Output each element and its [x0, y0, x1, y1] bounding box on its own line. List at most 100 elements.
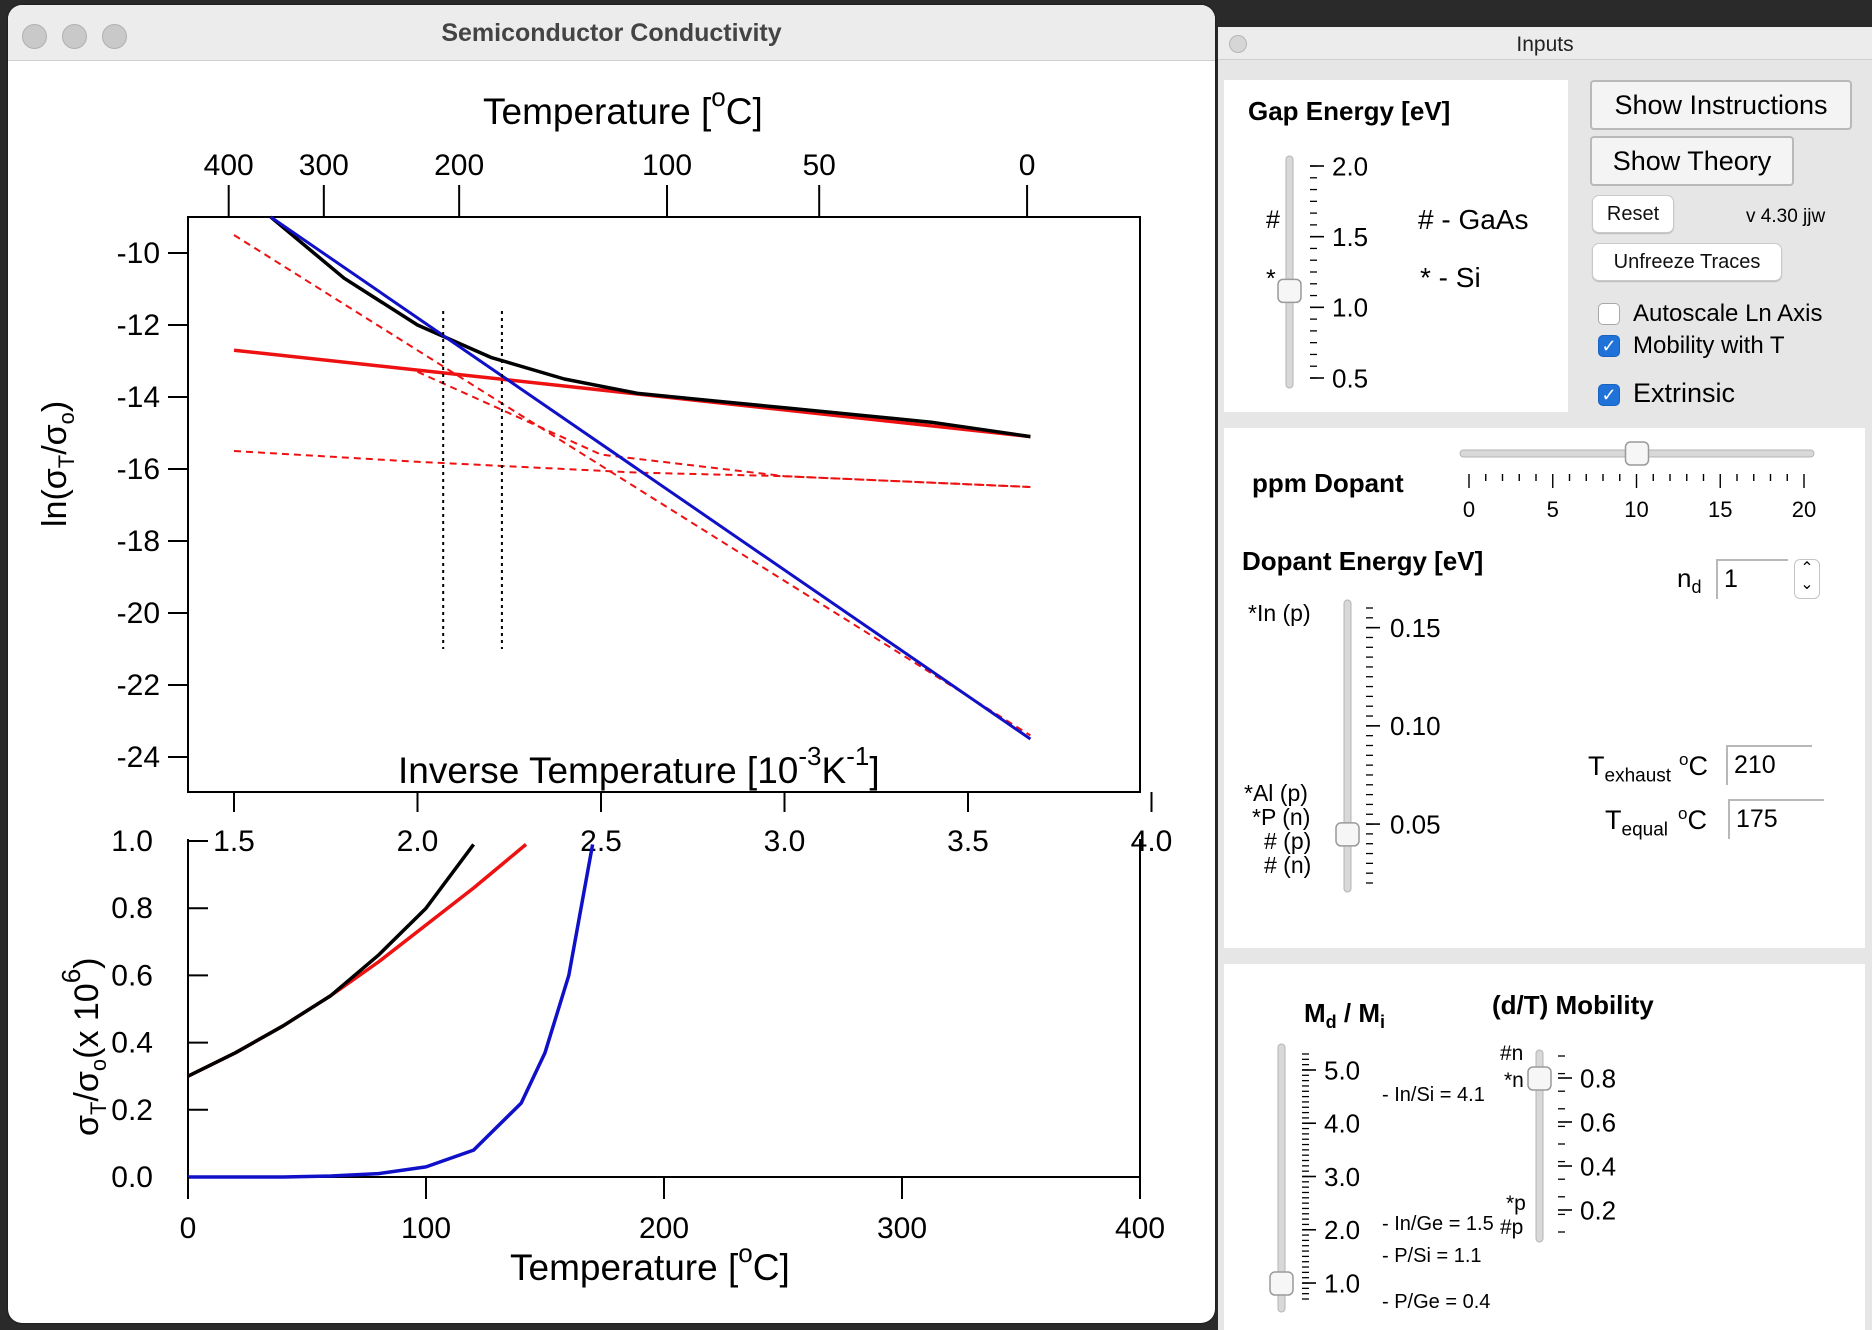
gap-energy-panel: Gap Energy [eV] 2.0 1.5 1.0 0.5 # * # - GaA… [1224, 80, 1568, 412]
dopant-label-hash-n: # (n) [1264, 852, 1312, 878]
top-tick-label: 0 [1019, 149, 1036, 182]
scale-label: 3.0 [1324, 1162, 1360, 1192]
bottom-axis-ticks: 0 100 200 300 400 [180, 1177, 1165, 1245]
inverse-temperature-tick-label: 2.5 [580, 825, 622, 858]
md-mi-title: Md / Mi [1304, 998, 1386, 1033]
lower-y-ticks: 1.0 0.8 0.6 0.4 0.2 0.0 [111, 825, 208, 1194]
mobility-controls-svg: 5.0 4.0 3.0 2.0 1.0 0.8 0.6 0.4 0.2 [1269, 1043, 1616, 1313]
mobility-marker-star-n: *n [1504, 1069, 1524, 1092]
scale-label: 0.8 [1580, 1063, 1616, 1093]
inverse-temperature-tick-label: 2.0 [397, 825, 439, 858]
md-slider-thumb[interactable] [1269, 1271, 1294, 1296]
dopant-label-in: *In (p) [1248, 600, 1311, 626]
md-note-p-ge: - P/Ge = 0.4 [1382, 1291, 1491, 1313]
mobility-checkbox[interactable]: ✓ [1598, 335, 1620, 357]
close-window-button[interactable] [22, 24, 47, 49]
bottom-tick-label: 300 [877, 1212, 927, 1245]
md-slider-track[interactable] [1277, 1043, 1286, 1313]
nd-stepper-up-icon[interactable]: ⌃ [1800, 560, 1814, 577]
dopant-controls-svg: 0 5 10 15 20 0.15 0.10 0.05 [1335, 441, 1816, 893]
top-axis-ticks: 400 300 200 100 50 0 [204, 149, 1036, 217]
nd-label: nd [1677, 563, 1702, 598]
si-marker: * [1266, 265, 1276, 293]
extrinsic-checkbox[interactable]: ✓ [1598, 384, 1620, 406]
t-exhaust-input[interactable]: 210 [1726, 745, 1812, 785]
gap-slider-track[interactable] [1285, 155, 1294, 389]
zoom-window-button[interactable] [102, 24, 127, 49]
inverse-temperature-tick-label: 1.5 [213, 825, 255, 858]
minimize-window-button[interactable] [62, 24, 87, 49]
scale-label: 2.0 [1332, 151, 1368, 181]
nd-stepper[interactable]: ⌃ ⌄ [1794, 559, 1820, 599]
scale-label: 5.0 [1324, 1055, 1360, 1085]
dt-mobility-title: (d/T) Mobility [1492, 990, 1654, 1020]
ppm-slider-thumb[interactable] [1624, 441, 1650, 466]
upper-y-tick-label: -12 [117, 309, 160, 342]
md-note-p-si: - P/Si = 1.1 [1382, 1245, 1482, 1267]
top-tick-label: 200 [434, 149, 484, 182]
conductivity-plot: Temperature [oC] 400 300 200 100 50 0 -10-12-… [36, 82, 1172, 1288]
lower-y-tick-label: 0.4 [111, 1027, 153, 1060]
upper-y-axis-label: ln(σT/σo) [36, 401, 79, 527]
main-titlebar: Semiconductor Conductivity [8, 5, 1215, 61]
t-exhaust-label: TexhaustoC [1588, 750, 1709, 787]
mobility-label: Mobility with T [1633, 332, 1785, 359]
gap-energy-title: Gap Energy [eV] [1248, 96, 1451, 126]
dopant-energy-slider-thumb[interactable] [1335, 822, 1360, 847]
dt-mobility-slider-track[interactable] [1535, 1049, 1544, 1243]
scale-label: 0.15 [1390, 613, 1441, 643]
gap-slider-scale: 2.0 1.5 1.0 0.5 [1310, 151, 1368, 393]
total-conductivity-curve [269, 215, 1031, 439]
dopant-label-p: *P (n) [1252, 804, 1311, 830]
show-instructions-button[interactable]: Show Instructions [1590, 80, 1852, 130]
scale-label: 2.0 [1324, 1215, 1360, 1245]
dopant-energy-scale: 0.15 0.10 0.05 [1366, 607, 1441, 884]
gap-energy-slider[interactable]: 2.0 1.5 1.0 0.5 [1224, 80, 1568, 412]
lower-y-tick-label: 0.2 [111, 1094, 153, 1127]
extrinsic-dashed-flat [233, 450, 1031, 488]
nd-stepper-down-icon[interactable]: ⌄ [1800, 576, 1814, 593]
lower-total-curve [187, 843, 476, 1078]
lower-y-tick-label: 0.6 [111, 959, 153, 992]
lower-y-tick-label: 0.0 [111, 1161, 153, 1194]
lower-y-tick-label: 0.8 [111, 892, 153, 925]
ppm-tick-label: 0 [1463, 497, 1475, 522]
dopant-label-al: *Al (p) [1244, 780, 1308, 806]
bottom-tick-label: 200 [639, 1212, 689, 1245]
upper-y-tick-label: -24 [117, 741, 160, 774]
dopant-energy-slider-track[interactable] [1343, 599, 1352, 893]
inputs-close-button[interactable] [1229, 35, 1247, 53]
md-slider-scale: 5.0 4.0 3.0 2.0 1.0 [1302, 1053, 1360, 1300]
scale-label: 1.0 [1324, 1268, 1360, 1298]
inputs-window: Inputs Gap Energy [eV] 2.0 1.5 1.0 0.5 # * … [1218, 27, 1872, 1330]
intrinsic-line [269, 215, 1032, 741]
top-tick-label: 300 [299, 149, 349, 182]
lower-series-group [187, 843, 595, 1179]
dt-mobility-scale: 0.8 0.6 0.4 0.2 [1558, 1055, 1616, 1233]
nd-input[interactable]: 1 [1716, 559, 1788, 599]
gaas-marker: # [1266, 206, 1280, 234]
unfreeze-traces-button[interactable]: Unfreeze Traces [1592, 243, 1782, 281]
upper-y-tick-label: -20 [117, 597, 160, 630]
dt-mobility-slider-thumb[interactable] [1527, 1066, 1552, 1091]
autoscale-checkbox[interactable] [1598, 303, 1620, 325]
bottom-axis-title: Temperature [oC] [510, 1238, 790, 1288]
inverse-temperature-tick-label: 3.5 [947, 825, 989, 858]
scale-label: 4.0 [1324, 1109, 1360, 1139]
t-equal-input[interactable]: 175 [1728, 799, 1824, 839]
ppm-tick-label: 10 [1624, 497, 1648, 522]
dopant-energy-title: Dopant Energy [eV] [1242, 546, 1484, 576]
bottom-tick-label: 100 [401, 1212, 451, 1245]
autoscale-label: Autoscale Ln Axis [1633, 300, 1823, 327]
scale-label: 0.05 [1390, 809, 1441, 839]
reset-button[interactable]: Reset [1592, 195, 1674, 233]
dopant-label-hash-p: # (p) [1264, 828, 1312, 854]
gap-slider-thumb[interactable] [1277, 278, 1302, 304]
upper-y-tick-label: -10 [117, 237, 160, 270]
md-note-in-si: - In/Si = 4.1 [1382, 1084, 1485, 1106]
lower-y-axis-label: σT/σo(x 106) [56, 957, 111, 1136]
show-theory-button[interactable]: Show Theory [1590, 136, 1794, 186]
mobility-panel: 5.0 4.0 3.0 2.0 1.0 0.8 0.6 0.4 0.2 Md / Mi (d/… [1224, 964, 1865, 1330]
t-equal-label: TequaloC [1605, 804, 1707, 841]
upper-y-tick-label: -16 [117, 453, 160, 486]
